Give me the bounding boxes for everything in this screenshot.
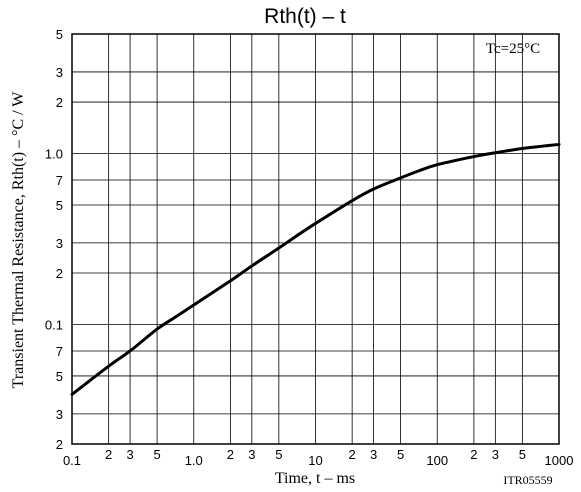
x-tick-label: 100: [426, 453, 448, 468]
y-tick-label: 3: [56, 407, 63, 422]
x-tick-label: 5: [153, 447, 160, 462]
y-tick-label: 5: [56, 27, 63, 42]
x-tick-label: 2: [227, 447, 234, 462]
x-axis-label: Time, t – ms: [275, 470, 355, 487]
x-tick-label: 5: [275, 447, 282, 462]
x-tick-label: 3: [492, 447, 499, 462]
x-tick-label: 1000: [545, 453, 574, 468]
x-tick-label: 2: [105, 447, 112, 462]
y-tick-label: 3: [56, 65, 63, 80]
tc-annotation: Tc=25°C: [486, 41, 540, 57]
y-tick-label: 7: [56, 344, 63, 359]
plot-frame: [71, 33, 560, 445]
series-layer: [70, 142, 561, 396]
x-tick-label: 5: [519, 447, 526, 462]
x-tick-label: 5: [397, 447, 404, 462]
y-axis-label: Transient Thermal Resistance, Rth(t) – °…: [10, 91, 27, 389]
y-tick-label: 2: [56, 95, 63, 110]
chart-title: Rth(t) – t: [264, 5, 346, 28]
x-tick-label: 3: [248, 447, 255, 462]
y-tick-label: 3: [56, 236, 63, 251]
x-tick-label: 3: [126, 447, 133, 462]
y-tick-label: 0.1: [45, 317, 63, 332]
grid: [72, 34, 559, 444]
y-tick-label: 2: [56, 437, 63, 452]
y-tick-label: 2: [56, 266, 63, 281]
y-tick-label: 1.0: [45, 147, 63, 162]
rth-curve: [70, 142, 561, 396]
y-tick-labels: 5 3 2 1.0 7 5 3 2 0.1 7 5 3 2: [45, 27, 63, 452]
x-tick-label: 1.0: [185, 453, 203, 468]
x-tick-label: 2: [470, 447, 477, 462]
x-tick-label: 10: [308, 453, 322, 468]
y-tick-label: 5: [56, 369, 63, 384]
y-tick-label: 5: [56, 198, 63, 213]
figure-id: ITR05559: [503, 473, 552, 487]
x-tick-label: 0.1: [63, 453, 81, 468]
y-tick-label: 7: [56, 173, 63, 188]
x-tick-label: 3: [370, 447, 377, 462]
x-tick-label: 2: [349, 447, 356, 462]
